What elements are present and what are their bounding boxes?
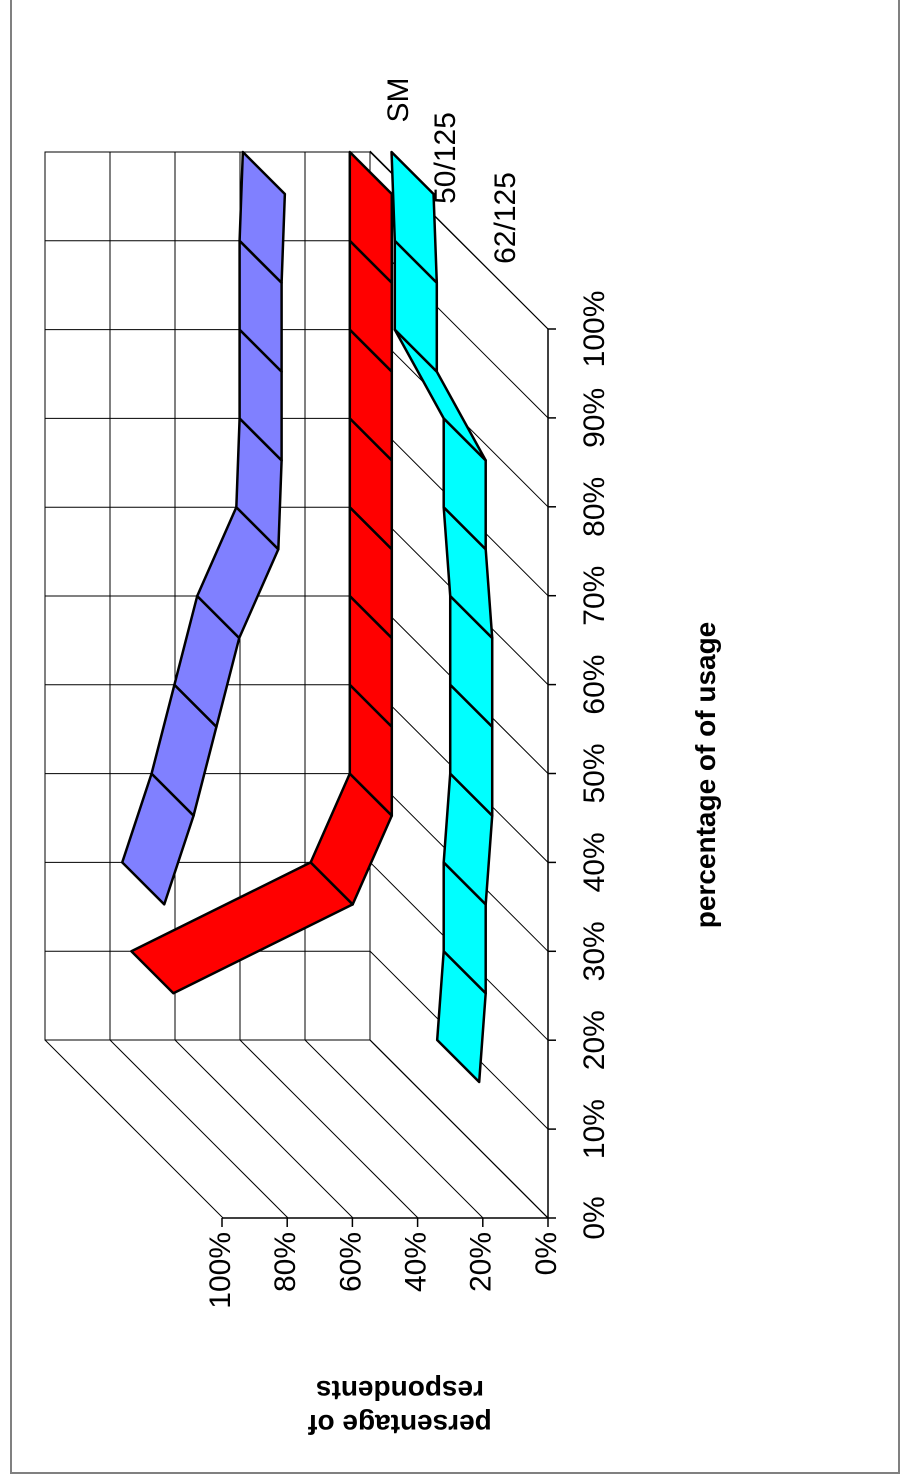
- series-label: 50/125: [429, 112, 462, 204]
- x-tick-label: 90%: [578, 388, 611, 448]
- y-tick-label: 0%: [530, 1232, 563, 1275]
- x-axis-ticks: 0% 10% 20% 30% 40% 50% 60% 70% 80% 90% 100%: [548, 291, 611, 1240]
- floor-line: [109, 1039, 289, 1219]
- ribbon-segment: [238, 150, 287, 285]
- series-ribbon: [130, 150, 394, 995]
- series-ribbon: [390, 150, 494, 1084]
- series-ribbon: [120, 150, 287, 906]
- chart-ribbons: [120, 150, 494, 1084]
- x-tick-label: 80%: [578, 477, 611, 537]
- x-axis-title: percentage of of usage: [690, 622, 721, 929]
- series-labels: SM 50/125 62/125: [382, 78, 522, 264]
- x-tick-label: 60%: [578, 655, 611, 715]
- ribbon-segment: [390, 150, 439, 285]
- x-tick-label: 0%: [578, 1196, 611, 1239]
- x-tick-label: 100%: [578, 291, 611, 368]
- svg-text:persentage of: persentage of: [308, 1409, 492, 1440]
- x-tick-label: 50%: [578, 743, 611, 803]
- y-tick-label: 60%: [334, 1232, 367, 1292]
- floor-line: [174, 1039, 354, 1219]
- series-label: SM: [382, 78, 415, 123]
- y-tick-label: 40%: [400, 1232, 433, 1292]
- floor-line: [44, 1039, 224, 1219]
- y-tick-label: 20%: [465, 1232, 498, 1292]
- y-axis-title: persentage of respondents: [308, 1375, 492, 1440]
- ribbon-segment: [393, 328, 487, 462]
- y-axis-ticks: 0% 20% 40% 60% 80% 100%: [204, 1218, 563, 1309]
- x-tick-label: 30%: [578, 921, 611, 981]
- x-tick-label: 70%: [578, 566, 611, 626]
- y-tick-label: 100%: [204, 1232, 237, 1309]
- svg-text:respondents: respondents: [316, 1375, 484, 1406]
- series-label: 62/125: [489, 172, 522, 264]
- ribbon-segment: [348, 150, 394, 285]
- x-tick-label: 20%: [578, 1010, 611, 1070]
- floor-line: [239, 1039, 419, 1219]
- y-tick-label: 80%: [269, 1232, 302, 1292]
- x-tick-label: 10%: [578, 1099, 611, 1159]
- side-line: [369, 1039, 549, 1219]
- x-tick-label: 40%: [578, 832, 611, 892]
- floor-line: [304, 1039, 484, 1219]
- chart-frame: [10, 0, 900, 1474]
